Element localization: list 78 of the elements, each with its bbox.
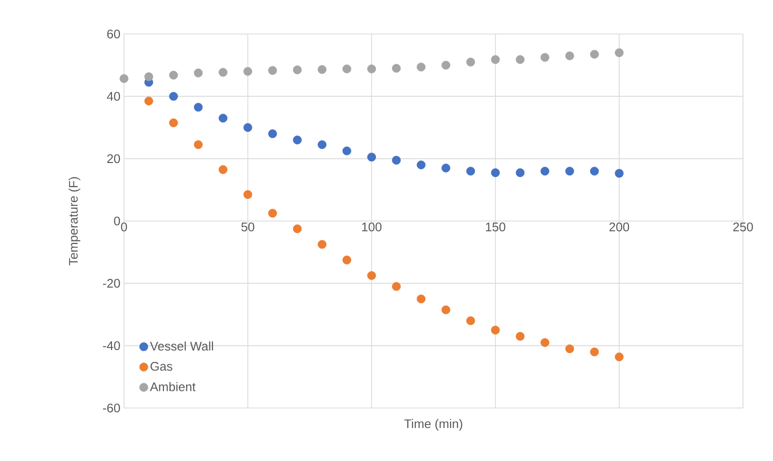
point	[590, 166, 599, 176]
point	[169, 70, 178, 80]
point	[367, 271, 376, 280]
point	[416, 160, 426, 170]
point	[318, 65, 326, 74]
legend-label: Vessel Wall	[150, 341, 214, 351]
point	[243, 67, 252, 76]
point	[342, 256, 352, 264]
point	[491, 326, 500, 334]
point	[590, 50, 599, 59]
point	[144, 72, 154, 82]
point	[243, 123, 252, 132]
point	[416, 294, 426, 304]
x-tick-label: 100	[362, 222, 382, 232]
point	[169, 92, 178, 101]
point	[565, 166, 574, 176]
point	[590, 348, 599, 356]
point	[194, 102, 203, 112]
y-tick-label: 60	[107, 30, 120, 38]
x-tick-label: 0	[121, 222, 127, 232]
point	[218, 165, 228, 174]
point	[516, 55, 525, 64]
y-tick-label: -60	[103, 404, 120, 412]
y-axis-title: Temperature (F)	[68, 177, 80, 266]
point	[466, 58, 476, 66]
point	[292, 136, 302, 144]
point	[540, 166, 550, 176]
point	[292, 65, 302, 74]
point	[367, 152, 376, 162]
y-tick-label: 20	[107, 154, 120, 164]
point	[614, 168, 624, 178]
legend-label: Gas	[150, 362, 172, 371]
point	[342, 64, 352, 74]
point	[565, 344, 574, 354]
point	[392, 64, 401, 73]
y-tick-label: 0	[114, 216, 120, 226]
legend-label: Ambient	[150, 382, 196, 392]
point	[466, 316, 476, 326]
x-tick-label: 250	[733, 222, 753, 232]
point	[540, 338, 550, 347]
x-tick-label: 50	[241, 222, 254, 232]
point	[565, 51, 574, 60]
y-tick-label: 40	[106, 92, 120, 101]
point	[516, 332, 525, 341]
point	[318, 240, 326, 249]
point	[442, 305, 450, 314]
point	[268, 208, 277, 218]
point	[194, 140, 203, 150]
point	[218, 114, 228, 123]
point	[268, 129, 277, 138]
point	[243, 190, 252, 199]
point	[367, 64, 376, 74]
point	[169, 118, 178, 128]
point	[540, 52, 550, 62]
point	[194, 68, 203, 78]
point	[442, 60, 450, 70]
point	[318, 140, 326, 150]
point	[292, 224, 302, 234]
point	[392, 156, 401, 165]
x-axis-title: Time (min)	[404, 418, 462, 431]
point	[342, 146, 352, 156]
point	[491, 55, 500, 64]
point	[120, 74, 128, 83]
point	[614, 48, 624, 58]
point	[442, 164, 450, 172]
y-tick-label: -40	[103, 341, 120, 350]
point	[416, 62, 426, 72]
point	[614, 352, 624, 362]
y-tick-label: -20	[103, 278, 120, 288]
point	[516, 168, 525, 178]
x-tick-label: 150	[486, 222, 506, 232]
point	[268, 66, 277, 75]
point	[392, 282, 401, 291]
point	[491, 168, 500, 178]
point	[466, 166, 476, 176]
point	[144, 96, 154, 106]
x-tick-label: 200	[609, 222, 630, 232]
point	[218, 68, 228, 77]
